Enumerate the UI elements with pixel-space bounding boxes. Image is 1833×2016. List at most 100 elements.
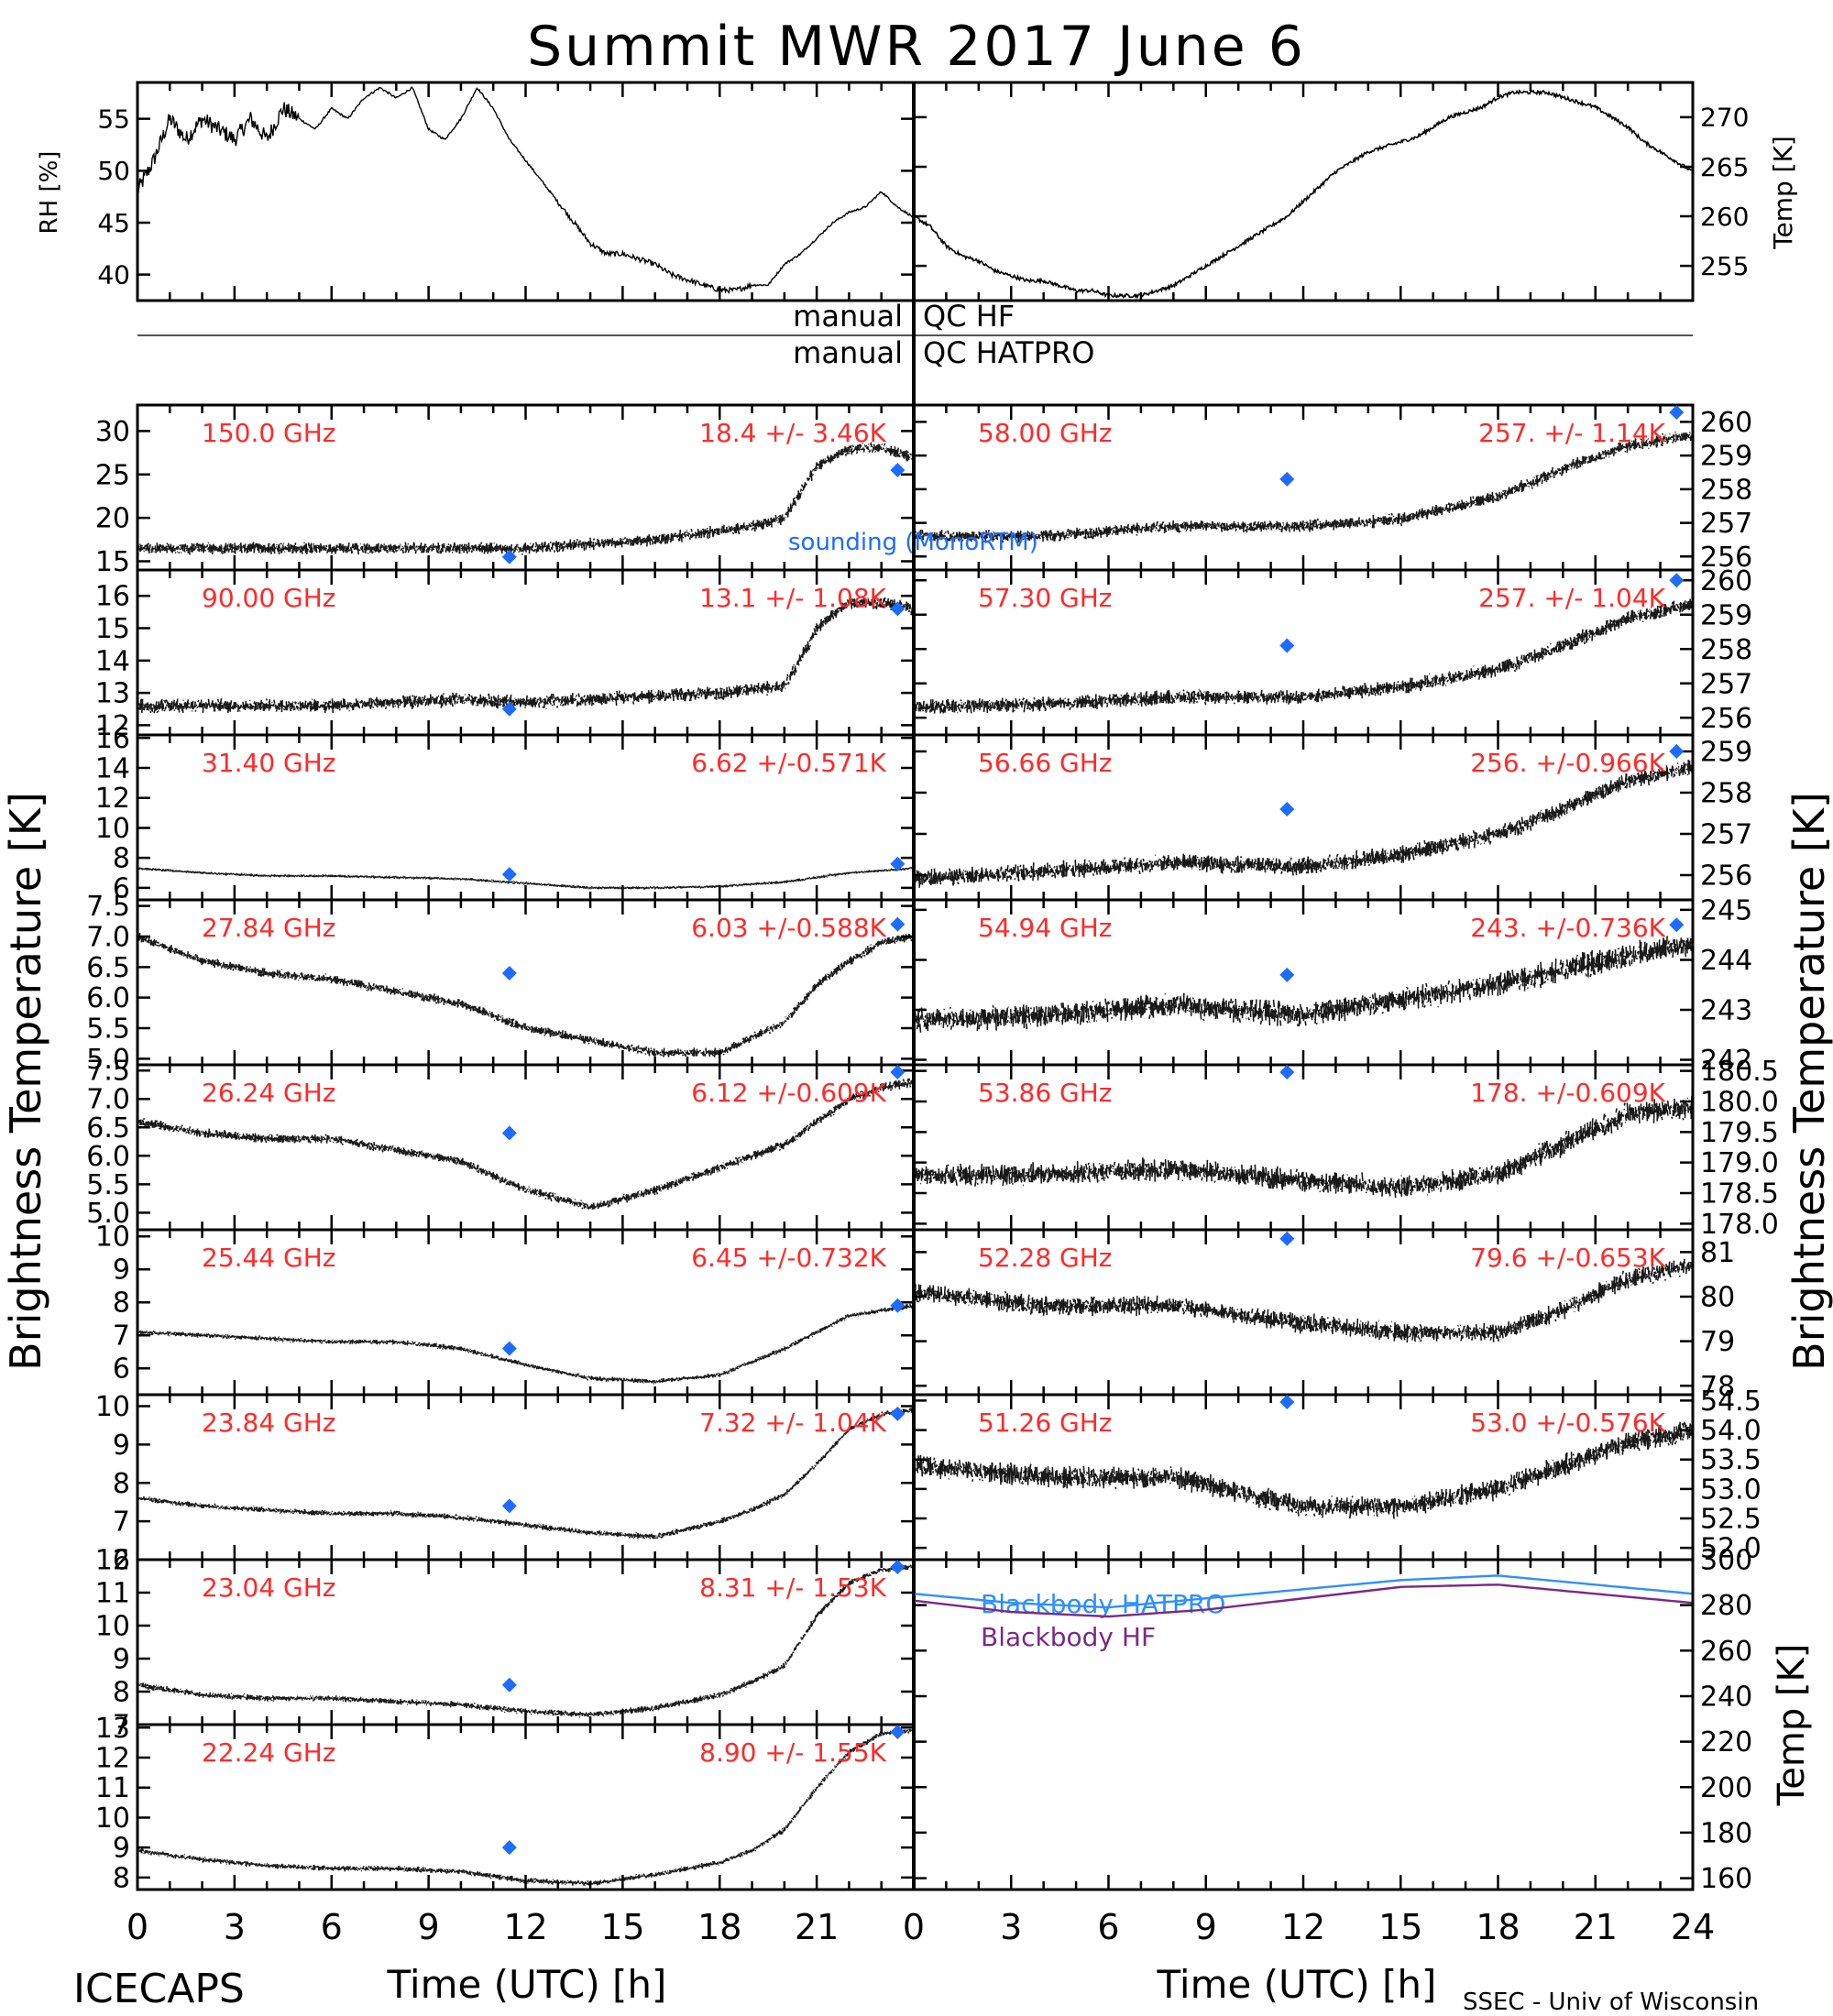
hf-channel-7-freq: 23.04 GHz: [202, 1572, 336, 1603]
hatpro-channel-1-trace: [914, 598, 1693, 714]
x-tick-label: 9: [418, 1907, 440, 1947]
hf-channel-2-sounding-point: [501, 867, 517, 882]
x-tick-label: 12: [503, 1907, 547, 1947]
hatpro-channel-6-y-tick-label: 53.5: [1700, 1444, 1762, 1476]
hatpro-channel-5-y-tick-label: 80: [1700, 1281, 1735, 1313]
rh-line: [137, 86, 914, 295]
x-axis-label-left: Time (UTC) [h]: [387, 1962, 667, 2007]
hatpro-channel-2-y-ticks: [914, 750, 1693, 877]
hf-channel-1-sounding-point: [890, 601, 906, 617]
hatpro-channel-4-trace: [914, 1095, 1693, 1199]
hatpro-channel-5-y-tick-label: 78: [1700, 1371, 1735, 1403]
rh-ylabel: RH [%]: [36, 151, 63, 235]
x-tick-label: 18: [1476, 1907, 1520, 1947]
hf-channel-4-y-tick-label: 5.5: [86, 1169, 130, 1201]
hatpro-channel-1-xticks: [912, 570, 1695, 735]
temp-y-tick-label: 260: [1700, 202, 1749, 232]
temp-y-tick-label: 255: [1700, 251, 1749, 281]
hf-channel-3-trace: [137, 933, 914, 1057]
blackbody-y-tick-label: 200: [1700, 1772, 1752, 1804]
hf-channel-1-y-ticks: [137, 594, 914, 727]
blackbody-y-tick-label: 300: [1700, 1545, 1752, 1577]
hf-channel-3-y-tick-label: 6.5: [86, 952, 130, 984]
hatpro-channel-0-series: [914, 431, 1693, 544]
hf-channel-4-y-ticks: [137, 1068, 914, 1214]
x-tick-label: 3: [224, 1907, 246, 1947]
hf-channel-1-y-tick-label: 12: [95, 710, 130, 742]
hf-channel-3-sounding-point: [501, 966, 517, 981]
hatpro-channel-5-sounding-point: [1279, 1231, 1295, 1246]
hatpro-channel-2-y-tick-label: 257: [1700, 819, 1752, 851]
x-tick-label: 0: [126, 1907, 148, 1947]
hf-channel-8-y-tick-label: 12: [95, 1743, 130, 1775]
hatpro-channel-2-freq: 56.66 GHz: [978, 748, 1113, 778]
hf-channel-8-sounding-point: [501, 1840, 517, 1856]
hf-channel-0-sounding-point: [501, 549, 517, 564]
hf-channel-6-y-tick-label: 9: [113, 1430, 130, 1462]
hf-channel-6-freq: 23.84 GHz: [202, 1408, 336, 1438]
hf-channel-8-sounding-point: [890, 1725, 906, 1739]
hf-channel-3-freq: 27.84 GHz: [202, 913, 336, 943]
hf-channel-8-y-tick-label: 11: [95, 1772, 130, 1804]
qc-hatpro-manual: manual: [793, 335, 903, 370]
blackbody-legend-0: Blackbody HATPRO: [981, 1589, 1225, 1619]
hf-channel-3-sounding-point: [890, 916, 906, 932]
hf-channel-2-sounding-point: [890, 856, 906, 871]
hf-channel-7-y-tick-label: 9: [113, 1644, 130, 1676]
hatpro-channel-6-y-tick-label: 53.0: [1700, 1474, 1762, 1506]
blackbody-y-tick-label: 180: [1700, 1817, 1752, 1849]
temp-xticks: [912, 82, 1695, 301]
x-tick-label: 0: [903, 1907, 925, 1947]
hf-channel-7-sounding-point: [890, 1560, 906, 1574]
hatpro-channel-1-y-tick-label: 260: [1700, 565, 1752, 597]
footer-right: SSEC - Univ of Wisconsin: [1463, 1989, 1760, 2016]
hatpro-channel-2-stats: 256. +/-0.966K: [1470, 748, 1665, 778]
hf-channel-2-y-tick-label: 8: [113, 843, 130, 875]
hf-channel-2-y-tick-label: 6: [113, 872, 130, 904]
hf-channel-1-sounding-point: [501, 701, 517, 717]
hatpro-channel-5-stats: 79.6 +/-0.653K: [1470, 1243, 1665, 1273]
hf-channel-1-freq: 90.00 GHz: [202, 583, 336, 613]
hf-channel-7-sounding-point: [501, 1677, 517, 1693]
hf-channel-6-sounding-point: [890, 1406, 906, 1421]
hatpro-channel-1-sounding-point: [1279, 638, 1295, 653]
hatpro-channel-3-sounding-point: [1669, 917, 1685, 933]
hf-channel-1-y-tick-label: 16: [95, 581, 130, 613]
hatpro-channel-3-trace: [914, 936, 1693, 1033]
hatpro-channel-4-y-tick-label: 179.5: [1700, 1117, 1779, 1149]
hatpro-channel-3-y-tick-label: 244: [1700, 945, 1752, 977]
hf-channel-4-freq: 26.24 GHz: [202, 1078, 336, 1108]
blackbody-y-tick-label: 220: [1700, 1726, 1752, 1759]
hf-channel-0-y-tick-label: 20: [95, 503, 130, 535]
hatpro-channel-4-y-tick-label: 180.0: [1700, 1087, 1779, 1119]
hf-channel-5-stats: 6.45 +/-0.732K: [691, 1243, 886, 1273]
hatpro-channel-4-sounding-point: [1279, 1065, 1295, 1079]
hatpro-channel-1-sounding-point: [1669, 573, 1685, 588]
blackbody-series-0: [913, 1574, 1694, 1609]
hf-channel-6-y-tick-label: 7: [113, 1507, 130, 1539]
hf-channel-4-y-tick-label: 7.0: [86, 1084, 130, 1116]
blackbody-y-tick-label: 280: [1700, 1590, 1752, 1622]
hatpro-channel-2-trace: [914, 760, 1693, 888]
x-tick-label: 3: [1000, 1907, 1022, 1947]
hf-channel-8-y-tick-label: 10: [95, 1802, 130, 1835]
x-tick-label: 15: [600, 1907, 644, 1947]
hf-channel-1-y-tick-label: 14: [95, 645, 130, 677]
hatpro-channel-4-y-tick-label: 178.0: [1700, 1209, 1779, 1241]
hf-channel-0-y-tick-label: 30: [95, 416, 130, 448]
hf-channel-7-y-tick-label: 7: [113, 1710, 130, 1742]
hatpro-channel-3-y-tick-label: 243: [1700, 995, 1752, 1027]
hf-channel-8-stats: 8.90 +/- 1.55K: [699, 1737, 886, 1768]
hf-channel-4-y-tick-label: 7.5: [86, 1056, 130, 1088]
hatpro-channel-1-freq: 57.30 GHz: [978, 583, 1113, 613]
hatpro-channel-0-stats: 257. +/- 1.14K: [1478, 418, 1665, 448]
hatpro-channel-1-y-tick-label: 256: [1700, 703, 1752, 735]
x-tick-label: 18: [697, 1907, 741, 1947]
qc-hatpro-label: QC HATPRO: [923, 335, 1094, 370]
hatpro-channel-4-xticks: [912, 1065, 1695, 1230]
footer-left: ICECAPS: [73, 1966, 245, 2012]
hatpro-channel-0-y-tick-label: 258: [1700, 474, 1752, 506]
blackbody-ylabel: Temp [K]: [1771, 1644, 1813, 1807]
hf-channel-5-y-tick-label: 8: [113, 1287, 130, 1320]
